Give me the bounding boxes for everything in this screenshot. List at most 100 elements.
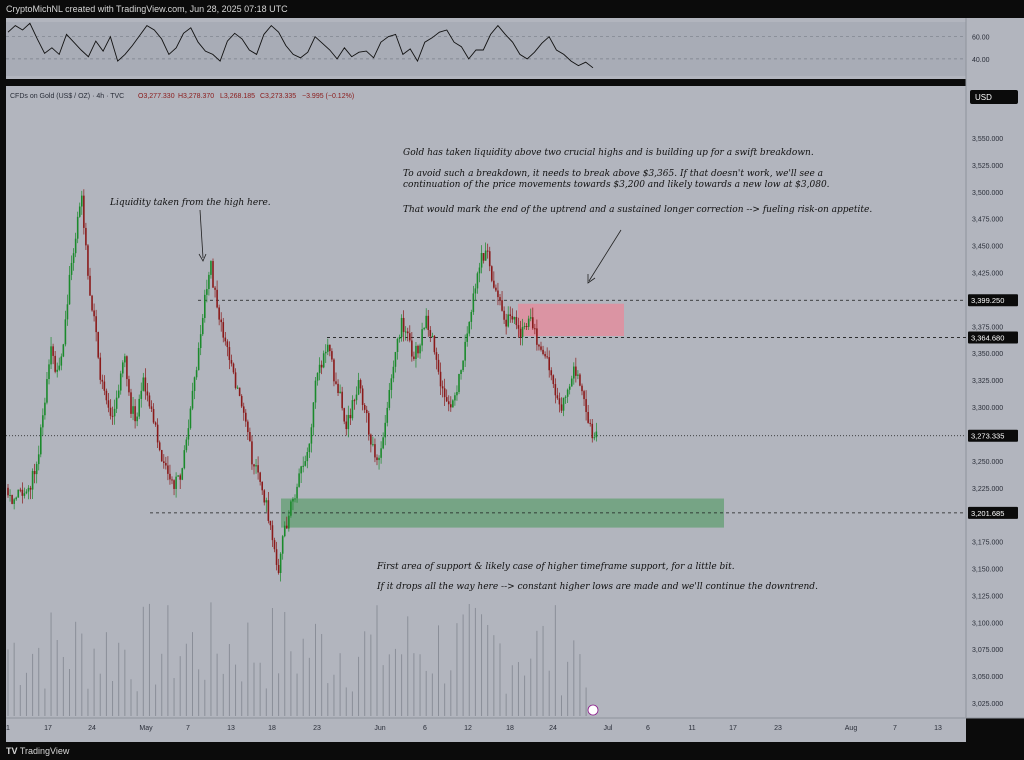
y-tick-label: 3,150.000 <box>972 566 1003 573</box>
candle-body <box>581 385 583 392</box>
candle-body <box>35 464 38 475</box>
candle-body <box>267 500 270 521</box>
candle-body <box>562 397 565 411</box>
candle-body <box>589 422 591 424</box>
legend-close: C3,273.335 <box>260 93 296 100</box>
candle-body <box>392 366 395 379</box>
candle-body <box>119 373 122 391</box>
candle-body <box>134 406 136 422</box>
candle-body <box>400 317 403 338</box>
resistance-zone[interactable] <box>518 303 624 337</box>
candle-body <box>361 388 364 405</box>
price-level-badge <box>968 331 1018 344</box>
support-note-2: If it drops all the way here --> constan… <box>376 582 818 592</box>
replay-icon[interactable] <box>587 704 599 716</box>
candle-body <box>117 390 120 398</box>
candle-body <box>409 333 411 341</box>
candle-body <box>97 332 99 358</box>
watermark-text: CryptoMichNL created with TradingView.co… <box>6 4 288 14</box>
legend-high: H3,278.370 <box>178 93 214 100</box>
candle-body <box>193 377 196 391</box>
x-tick-label: 12 <box>464 725 472 732</box>
price-pane[interactable] <box>6 86 966 718</box>
candle-body <box>76 216 79 239</box>
candle-body <box>365 409 368 414</box>
candle-body <box>296 486 298 499</box>
analysis-line-2b: continuation of the price movements towa… <box>403 180 830 190</box>
candle-body <box>113 408 116 417</box>
candle-body <box>25 491 28 494</box>
candle-body <box>222 322 225 338</box>
candle-body <box>72 253 75 263</box>
legend-change: −3.995 (−0.12%) <box>302 93 354 100</box>
support-zone[interactable] <box>281 498 724 528</box>
candle-body <box>214 287 216 290</box>
candle-body <box>404 331 407 333</box>
candle-body <box>48 364 50 380</box>
candle-body <box>507 314 509 327</box>
candle-body <box>513 317 516 320</box>
candle-body <box>64 319 67 345</box>
candle-body <box>220 319 222 323</box>
candle-body <box>206 289 208 295</box>
candle-body <box>173 480 175 489</box>
candle-body <box>70 262 73 275</box>
candle-body <box>87 245 89 276</box>
x-tick-label: Aug <box>845 725 858 732</box>
candle-body <box>251 441 253 465</box>
candle-body <box>201 317 204 335</box>
candle-body <box>212 261 214 288</box>
candle-body <box>42 415 44 428</box>
candle-body <box>37 454 40 465</box>
candle-body <box>472 293 475 313</box>
y-tick-label: 3,450.000 <box>972 244 1003 251</box>
candle-body <box>91 295 93 311</box>
time-axis[interactable] <box>6 718 966 742</box>
candle-body <box>183 450 186 469</box>
candle-body <box>185 439 188 451</box>
candle-body <box>394 351 397 367</box>
candle-body <box>232 363 235 373</box>
candle-body <box>583 391 585 400</box>
candle-body <box>519 328 522 338</box>
candle-body <box>462 360 464 371</box>
x-tick-label: 13 <box>934 725 942 732</box>
candle-body <box>234 372 237 388</box>
price-level-label: 3,201.685 <box>971 509 1004 518</box>
currency-badge[interactable] <box>970 90 1018 104</box>
x-tick-label: Jul <box>604 725 613 732</box>
candle-body <box>66 304 69 320</box>
candle-body <box>122 362 124 374</box>
candle-body <box>283 525 286 537</box>
candle-body <box>316 372 319 381</box>
candle-body <box>380 448 382 458</box>
chart-svg[interactable]: 60.00 40.00 3,025.000 3,050.000 3,075.000 3,… <box>0 18 1024 760</box>
candle-body <box>312 402 315 428</box>
price-level-badge <box>968 429 1018 442</box>
candle-body <box>495 287 497 291</box>
price-axis[interactable] <box>966 18 1024 718</box>
candle-body <box>443 388 446 398</box>
candle-body <box>353 400 356 402</box>
x-tick-label: 17 <box>729 725 737 732</box>
candle-body <box>132 406 134 414</box>
y-tick-label: 3,375.000 <box>972 324 1003 331</box>
candle-body <box>56 369 58 372</box>
legend-open: O3,277.330 <box>138 93 175 100</box>
candle-body <box>204 294 206 318</box>
candle-body <box>456 392 458 396</box>
candle-body <box>224 337 227 342</box>
candle-body <box>105 390 108 401</box>
footer-brand: TradingView <box>19 746 70 756</box>
candle-body <box>488 251 491 267</box>
candle-body <box>154 422 157 425</box>
candle-body <box>343 408 345 422</box>
candle-body <box>417 345 419 354</box>
analysis-line-3: That would mark the end of the uptrend a… <box>403 205 872 215</box>
liquidity-note: Liquidity taken from the high here. <box>109 198 271 208</box>
rsi-level-label: 60.00 <box>972 35 990 42</box>
candle-body <box>128 379 130 393</box>
rsi-indicator: 60.00 40.00 <box>6 22 990 69</box>
candle-body <box>593 437 596 439</box>
